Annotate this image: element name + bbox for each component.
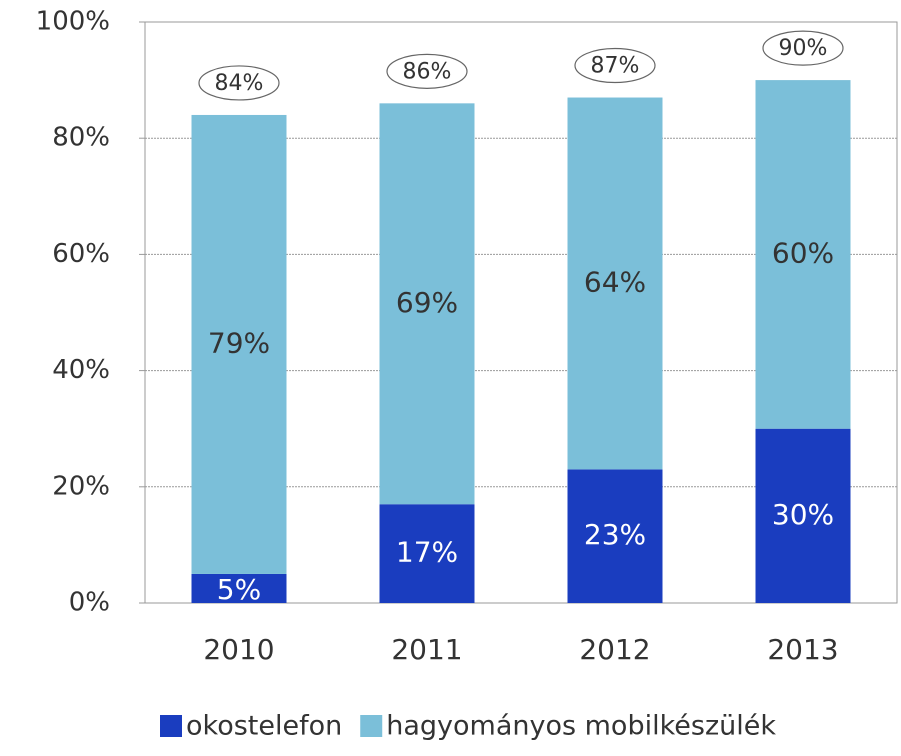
data-label: 79% — [208, 326, 270, 359]
bar-segment — [191, 114, 287, 574]
y-tick-label: 80% — [52, 123, 110, 153]
bar-segment — [379, 504, 475, 603]
total-bubble — [198, 65, 280, 101]
x-tick-label: 2012 — [579, 633, 650, 666]
y-tick-label: 60% — [52, 239, 110, 269]
legend-swatch — [360, 715, 383, 737]
bar-segment — [567, 469, 663, 603]
bar-segment — [191, 573, 287, 603]
legend-label: okostelefon — [186, 711, 342, 742]
total-bubble — [762, 30, 844, 66]
data-label: 17% — [396, 536, 458, 569]
y-tick-label: 100% — [36, 7, 110, 37]
total-bubble — [386, 53, 468, 89]
data-label: 23% — [584, 518, 646, 551]
data-label: 30% — [772, 498, 834, 531]
data-label: 64% — [584, 265, 646, 298]
data-label: 5% — [217, 573, 261, 606]
x-tick-label: 2013 — [767, 633, 838, 666]
legend-label: hagyományos mobilkészülék — [386, 711, 776, 742]
data-label: 69% — [396, 286, 458, 319]
data-label: 60% — [772, 236, 834, 269]
plot-area — [144, 21, 898, 604]
total-bubble — [574, 47, 656, 84]
y-tick-label: 20% — [52, 471, 110, 501]
x-tick-label: 2011 — [391, 633, 462, 666]
total-label: 90% — [779, 36, 828, 61]
x-tick-label: 2010 — [203, 633, 274, 666]
bar-segment — [379, 103, 475, 505]
total-label: 86% — [403, 59, 452, 84]
y-tick-label: 0% — [69, 588, 110, 618]
y-tick-label: 40% — [52, 355, 110, 385]
legend-swatch — [160, 715, 182, 737]
total-label: 87% — [591, 54, 640, 79]
bar-segment — [755, 428, 851, 603]
total-label: 84% — [215, 71, 264, 96]
bar-segment — [755, 80, 851, 429]
bar-segment — [567, 97, 663, 470]
